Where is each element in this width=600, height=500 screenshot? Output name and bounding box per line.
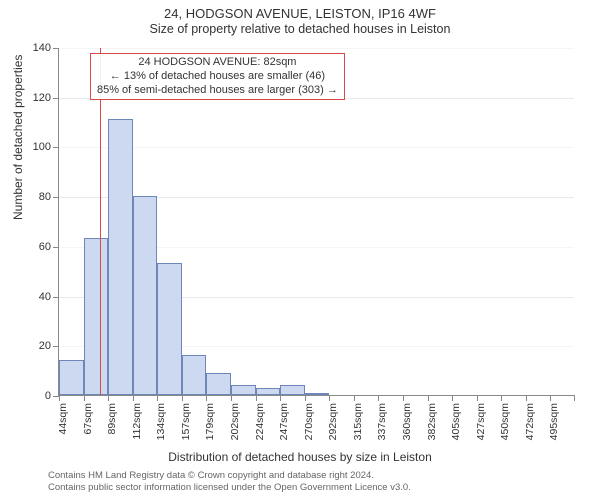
x-tick-label: 157sqm — [180, 403, 192, 440]
y-tick — [53, 197, 59, 198]
x-tick — [574, 395, 575, 401]
x-tick — [157, 395, 158, 401]
x-tick — [526, 395, 527, 401]
histogram-bar — [231, 385, 256, 395]
x-axis-title: Distribution of detached houses by size … — [0, 450, 600, 464]
x-tick-label: 112sqm — [131, 403, 143, 440]
y-tick-label: 60 — [39, 241, 51, 253]
x-tick-label: 337sqm — [376, 403, 388, 440]
x-tick-label: 44sqm — [57, 403, 69, 435]
y-tick-label: 80 — [39, 191, 51, 203]
x-tick-label: 292sqm — [327, 403, 339, 440]
y-tick-label: 120 — [33, 92, 51, 104]
x-tick-label: 134sqm — [155, 403, 167, 440]
x-tick — [206, 395, 207, 401]
histogram-bar — [59, 360, 84, 395]
y-tick-label: 20 — [39, 340, 51, 352]
annotation-box: 24 HODGSON AVENUE: 82sqm ← 13% of detach… — [90, 53, 345, 100]
x-tick-label: 89sqm — [106, 403, 118, 435]
x-tick-label: 382sqm — [426, 403, 438, 440]
x-tick-label: 427sqm — [475, 403, 487, 440]
x-tick — [84, 395, 85, 401]
x-tick — [133, 395, 134, 401]
y-tick — [53, 48, 59, 49]
gridline — [59, 48, 574, 49]
title-block: 24, HODGSON AVENUE, LEISTON, IP16 4WF Si… — [0, 0, 600, 36]
title-main: 24, HODGSON AVENUE, LEISTON, IP16 4WF — [0, 6, 600, 21]
histogram-bar — [157, 263, 182, 395]
x-tick-label: 67sqm — [82, 403, 94, 435]
x-tick-label: 360sqm — [401, 403, 413, 440]
x-tick — [305, 395, 306, 401]
x-tick — [477, 395, 478, 401]
x-tick — [182, 395, 183, 401]
y-tick — [53, 247, 59, 248]
x-tick — [329, 395, 330, 401]
histogram-bar — [182, 355, 207, 395]
y-tick — [53, 147, 59, 148]
gridline — [59, 147, 574, 148]
y-tick — [53, 98, 59, 99]
x-tick-label: 179sqm — [204, 403, 216, 440]
x-tick — [108, 395, 109, 401]
footer-line-2: Contains public sector information licen… — [48, 482, 411, 494]
annotation-line-1: 24 HODGSON AVENUE: 82sqm — [97, 56, 338, 70]
histogram-bar — [305, 393, 330, 395]
footer-attribution: Contains HM Land Registry data © Crown c… — [48, 470, 411, 494]
y-axis-title: Number of detached properties — [11, 55, 25, 220]
x-tick-label: 315sqm — [352, 403, 364, 440]
x-tick — [256, 395, 257, 401]
x-tick-label: 450sqm — [499, 403, 511, 440]
x-tick — [280, 395, 281, 401]
y-tick-label: 100 — [33, 141, 51, 153]
histogram-bar — [108, 119, 133, 395]
x-tick — [452, 395, 453, 401]
footer-line-1: Contains HM Land Registry data © Crown c… — [48, 470, 411, 482]
x-tick — [403, 395, 404, 401]
x-tick-label: 405sqm — [450, 403, 462, 440]
histogram-bar — [280, 385, 305, 395]
histogram-bar — [256, 388, 281, 395]
y-tick-label: 140 — [33, 42, 51, 54]
x-tick — [59, 395, 60, 401]
x-tick — [550, 395, 551, 401]
x-tick-label: 270sqm — [303, 403, 315, 440]
x-tick — [501, 395, 502, 401]
histogram-bar — [133, 196, 158, 395]
x-tick — [231, 395, 232, 401]
x-tick-label: 495sqm — [548, 403, 560, 440]
histogram-bar — [84, 238, 109, 395]
y-tick — [53, 346, 59, 347]
histogram-bar — [206, 373, 231, 395]
title-sub: Size of property relative to detached ho… — [0, 22, 600, 36]
histogram-chart: 24 HODGSON AVENUE: 82sqm ← 13% of detach… — [58, 48, 574, 396]
x-tick-label: 224sqm — [254, 403, 266, 440]
annotation-line-3: 85% of semi-detached houses are larger (… — [97, 84, 338, 98]
x-tick — [428, 395, 429, 401]
x-tick — [354, 395, 355, 401]
y-tick — [53, 297, 59, 298]
annotation-line-2: ← 13% of detached houses are smaller (46… — [97, 70, 338, 84]
x-tick — [378, 395, 379, 401]
x-tick-label: 247sqm — [278, 403, 290, 440]
y-tick-label: 0 — [45, 390, 51, 402]
y-tick-label: 40 — [39, 291, 51, 303]
x-tick-label: 472sqm — [524, 403, 536, 440]
x-tick-label: 202sqm — [229, 403, 241, 440]
